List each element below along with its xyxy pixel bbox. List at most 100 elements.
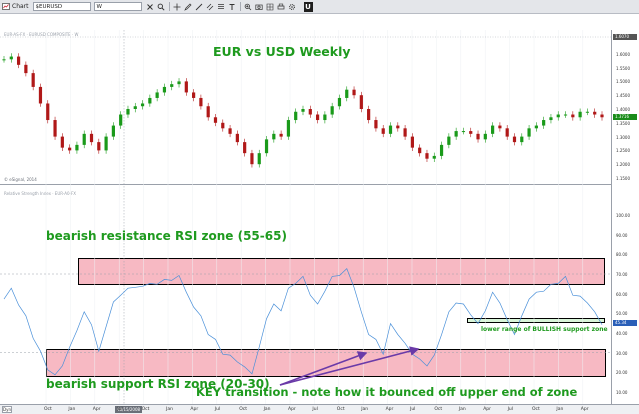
price-candle <box>549 117 553 121</box>
date-tick-label: Jan <box>68 407 76 412</box>
u-button[interactable]: U <box>303 1 313 12</box>
channel-icon[interactable] <box>206 2 215 11</box>
symbol-input[interactable]: $EURUSD <box>32 2 91 11</box>
axis-tick-label: 50.00 <box>616 311 628 317</box>
date-tick-label: Oct <box>336 407 345 412</box>
crosshair-icon[interactable] <box>173 2 182 11</box>
date-tick-label: Apr <box>483 407 491 412</box>
price-candle <box>359 95 363 109</box>
date-tick-label: Apr <box>92 407 101 412</box>
date-tick-label: Jul <box>312 407 318 412</box>
close-icon[interactable] <box>146 2 155 11</box>
fibonacci-icon[interactable] <box>217 2 226 11</box>
dynamic-scale-button[interactable]: Dyn <box>2 406 12 413</box>
price-candle <box>542 120 546 126</box>
print-icon[interactable] <box>277 2 286 11</box>
price-candle <box>534 125 538 129</box>
axis-tick-label: 70.00 <box>616 272 628 277</box>
date-tick-label: Jan <box>166 407 173 412</box>
date-tick-label: Oct <box>239 407 247 412</box>
price-candle <box>16 56 21 65</box>
resistance-zone-box <box>78 258 605 285</box>
price-candle <box>410 136 414 148</box>
price-candle <box>294 111 298 121</box>
price-candle <box>578 111 582 118</box>
price-candle <box>126 109 130 115</box>
date-tick-label: Jan <box>361 407 369 412</box>
support-zone-label: bearish support RSI zone (20-30) <box>46 377 270 391</box>
price-candle <box>272 133 276 140</box>
price-candle <box>46 103 50 121</box>
date-axis[interactable]: Dyn 08/15/2008 Oct Jan Apr Jul Oct Jan Apr Jul O… <box>0 404 639 414</box>
price-candle <box>221 122 225 129</box>
price-candle <box>527 128 531 137</box>
settings-icon[interactable] <box>288 2 297 11</box>
axis-tick-label: 30.00 <box>616 350 628 356</box>
price-candle <box>563 114 568 116</box>
price-candle <box>498 125 502 129</box>
zoom-icon[interactable] <box>244 2 253 11</box>
camera-icon[interactable] <box>255 2 264 11</box>
price-candle <box>585 111 590 113</box>
price-top-badge: 1.6070 <box>613 34 637 40</box>
price-pane[interactable]: EUR-AS-FX · EURUSD COMPOSITE · W © eSign… <box>0 30 611 185</box>
price-candle <box>447 136 451 145</box>
date-tick-label: Jul <box>214 407 221 412</box>
chart-tab-label: Chart <box>12 3 29 10</box>
line-icon[interactable] <box>195 2 204 11</box>
price-candle <box>367 109 371 121</box>
price-candle <box>315 114 320 121</box>
price-candle <box>53 120 57 137</box>
date-tick-label: Jan <box>458 407 466 412</box>
axis-tick-label: 100.00 <box>616 213 630 218</box>
last-price-badge: 1.3716 <box>613 114 637 121</box>
price-candle <box>461 131 466 133</box>
price-candle <box>264 139 269 154</box>
axis-tick-label: 1.4000 <box>616 107 630 112</box>
rsi-series <box>3 267 603 376</box>
chart-icon <box>2 3 10 10</box>
date-tick-label: Jan <box>263 407 271 412</box>
price-candle <box>75 144 79 151</box>
search-icon[interactable] <box>157 2 166 11</box>
date-tick-label: Jul <box>117 407 123 412</box>
chart-toolbar: Chart $EURUSD W U <box>0 0 639 14</box>
price-candle <box>111 125 115 137</box>
price-candle <box>184 81 188 93</box>
chart-tab[interactable]: Chart <box>2 3 29 10</box>
price-candle <box>235 133 239 143</box>
price-candle <box>192 92 196 98</box>
price-candle <box>388 125 393 134</box>
toolbar-divider <box>168 2 170 11</box>
grid-icon[interactable] <box>266 2 275 11</box>
key-transition-label: KEY transition - note how it bounced off… <box>196 385 578 399</box>
timeframe-input[interactable]: W <box>93 2 142 11</box>
chart-canvas <box>0 30 611 404</box>
price-candle <box>374 120 378 129</box>
axis-tick-label: 1.3500 <box>616 120 630 126</box>
price-candle <box>600 114 604 118</box>
price-candle <box>148 97 152 104</box>
price-candle <box>425 153 429 159</box>
price-series <box>2 53 604 168</box>
annotation-arrows <box>279 346 420 386</box>
arrow-to-second-bounce <box>279 346 420 386</box>
text-icon[interactable] <box>228 2 237 11</box>
date-tick-label: Apr <box>580 407 589 412</box>
price-candle <box>60 136 64 148</box>
date-tick-label: Oct <box>434 407 443 412</box>
price-candle <box>38 86 43 104</box>
price-candle <box>243 142 247 154</box>
price-candle <box>155 92 159 98</box>
pencil-icon[interactable] <box>184 2 193 11</box>
price-candle <box>381 128 385 134</box>
price-candle <box>279 133 283 137</box>
price-candle <box>483 133 487 140</box>
axis-tick-label: 20.00 <box>616 370 628 376</box>
price-axis[interactable]: 1.6000 1.5500 1.5000 1.4500 1.4000 1.3500 1.30… <box>611 30 639 404</box>
chart-title-annotation: EUR vs USD Weekly <box>213 44 351 59</box>
axis-tick-label: 1.2000 <box>616 162 630 168</box>
price-candle <box>491 125 495 134</box>
price-candle <box>593 111 597 115</box>
